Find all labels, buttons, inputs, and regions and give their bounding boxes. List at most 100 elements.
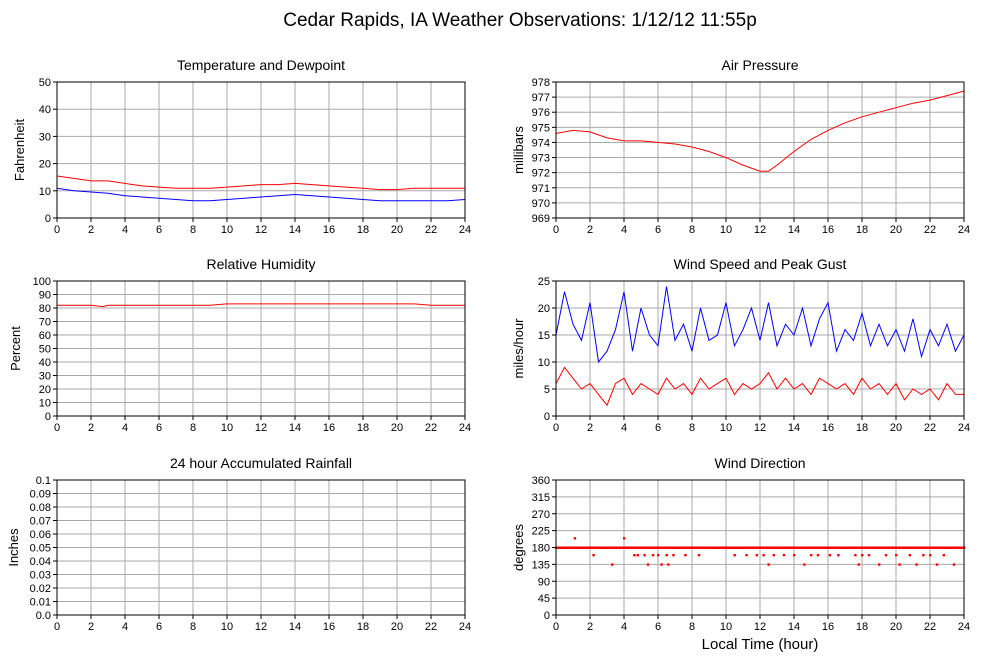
direction-point (755, 554, 758, 557)
direction-point (585, 546, 588, 549)
direction-point (861, 546, 864, 549)
direction-point (867, 546, 870, 549)
direction-point (922, 546, 925, 549)
direction-point (689, 546, 693, 549)
direction-point (857, 546, 861, 549)
x-tick-label: 20 (890, 621, 902, 633)
direction-point (617, 546, 621, 549)
direction-point (599, 546, 602, 549)
direction-point (873, 546, 876, 549)
direction-point (836, 546, 839, 549)
pressure-series-0-line (555, 90, 965, 172)
direction-point (620, 546, 624, 549)
direction-point (853, 546, 856, 549)
x-tick-label: 4 (621, 621, 627, 633)
pressure-frame (555, 81, 965, 219)
x-axis-label: Local Time (hour) (702, 636, 819, 653)
direction-point (758, 546, 761, 549)
y-tick-label: 10 (39, 398, 51, 410)
direction-point (824, 546, 827, 549)
y-tick-label: 974 (532, 137, 550, 149)
x-tick-label: 4 (621, 224, 627, 236)
direction-point (877, 546, 881, 549)
x-tick-label: 0 (54, 422, 60, 434)
x-tick-label: 16 (822, 224, 834, 236)
y-tick-label: 45 (538, 593, 550, 605)
direction-point (839, 546, 842, 549)
direction-point (808, 546, 812, 549)
x-tick-label: 14 (289, 224, 301, 236)
direction-point (684, 554, 687, 557)
x-tick-label: 20 (391, 422, 403, 434)
direction-point (704, 546, 708, 549)
x-tick-label: 12 (754, 224, 766, 236)
x-tick-label: 8 (689, 621, 695, 633)
direction-point (885, 546, 888, 549)
y-tick-label: 70 (39, 317, 51, 329)
y-tick-label: 20 (39, 159, 51, 171)
direction-point (700, 546, 703, 549)
direction-point (695, 546, 699, 549)
direction-point (645, 546, 648, 549)
direction-point (570, 546, 573, 549)
direction-point (884, 554, 888, 557)
x-tick-label: 16 (822, 422, 834, 434)
y-tick-label: 360 (532, 475, 550, 487)
x-tick-label: 8 (190, 422, 196, 434)
wind-series-0-line (555, 286, 965, 364)
direction-point (923, 546, 927, 549)
direction-point (942, 546, 945, 549)
direction-point (831, 546, 835, 549)
x-tick-label: 10 (720, 621, 732, 633)
x-tick-label: 18 (357, 422, 369, 434)
direction-point (652, 546, 656, 549)
direction-point (952, 546, 956, 549)
direction-point (854, 546, 858, 549)
direction-point (939, 546, 942, 549)
direction-point (593, 546, 596, 549)
x-tick-label: 18 (856, 621, 868, 633)
direction-point (651, 554, 655, 557)
direction-point (775, 546, 778, 549)
x-tick-label: 12 (255, 224, 267, 236)
direction-point (833, 546, 836, 549)
x-tick-label: 10 (720, 422, 732, 434)
x-tick-label: 12 (754, 621, 766, 633)
direction-point (822, 546, 826, 549)
direction-point (726, 546, 729, 549)
direction-point (781, 546, 784, 549)
rain-title: 24 hour Accumulated Rainfall (170, 455, 352, 471)
x-tick-label: 4 (122, 621, 128, 633)
direction-point (803, 563, 806, 566)
direction-point (804, 546, 807, 549)
direction-point (574, 546, 578, 549)
direction-point (827, 546, 830, 549)
direction-point (790, 546, 794, 549)
direction-point (878, 563, 881, 566)
direction-point (952, 563, 956, 566)
direction-point (828, 546, 832, 549)
direction-point (732, 546, 735, 549)
y-tick-label: 10 (538, 357, 550, 369)
direction-point (631, 546, 634, 549)
direction-point (922, 554, 925, 557)
direction-point (701, 546, 705, 549)
x-tick-label: 8 (190, 224, 196, 236)
y-tick-label: 0.04 (30, 556, 51, 568)
x-tick-label: 20 (391, 224, 403, 236)
page-title: Cedar Rapids, IA Weather Observations: 1… (283, 10, 757, 31)
direction-point (812, 546, 815, 549)
direction-point (960, 546, 963, 549)
y-tick-label: 0.09 (30, 489, 51, 501)
y-tick-label: 40 (39, 104, 51, 116)
direction-point (764, 546, 768, 549)
direction-point (605, 546, 608, 549)
humidity-title: Relative Humidity (207, 256, 316, 272)
direction-point (951, 546, 954, 549)
direction-point (851, 546, 855, 549)
y-tick-label: 969 (532, 213, 550, 225)
direction-point (906, 546, 910, 549)
direction-point (573, 546, 576, 549)
rain-ylabel: Inches (6, 528, 21, 567)
